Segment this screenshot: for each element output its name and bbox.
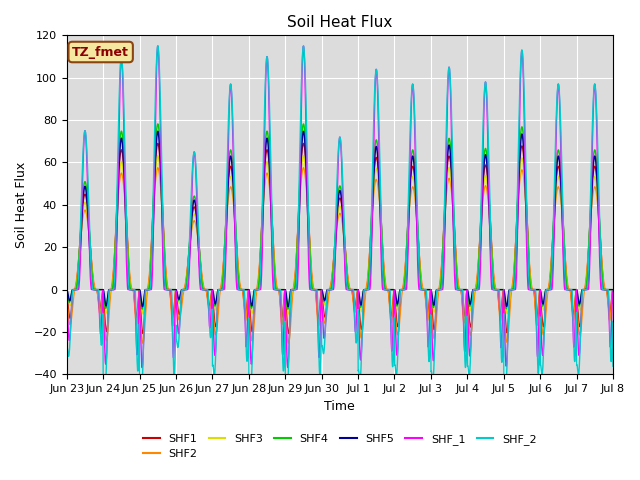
SHF4 <box>63 288 70 294</box>
SHF2 <box>139 340 147 346</box>
SHF1 <box>577 323 584 328</box>
SHF_1 <box>63 297 70 303</box>
SHF2 <box>216 293 223 299</box>
SHF_1 <box>499 300 507 306</box>
SHF_1 <box>154 43 162 49</box>
SHF1 <box>154 141 162 146</box>
Legend: SHF1, SHF2, SHF3, SHF4, SHF5, SHF_1, SHF_2: SHF1, SHF2, SHF3, SHF4, SHF5, SHF_1, SHF… <box>138 429 541 464</box>
Line: SHF1: SHF1 <box>67 144 613 334</box>
SHF5 <box>561 279 569 285</box>
SHF3 <box>609 287 617 293</box>
SHF3 <box>499 287 507 292</box>
SHF_1 <box>138 365 146 371</box>
SHF_2 <box>577 337 584 343</box>
SHF4 <box>154 121 162 127</box>
SHF1 <box>499 290 507 296</box>
SHF3 <box>154 153 162 158</box>
SHF_2 <box>138 389 145 395</box>
SHF1 <box>609 292 617 298</box>
SHF_2 <box>609 363 617 369</box>
SHF2 <box>154 165 162 171</box>
SHF_1 <box>216 287 223 292</box>
SHF2 <box>609 300 617 305</box>
SHF_2 <box>356 379 364 385</box>
SHF1 <box>216 288 223 294</box>
SHF5 <box>284 304 292 310</box>
Line: SHF3: SHF3 <box>67 156 613 314</box>
SHF5 <box>499 287 507 292</box>
SHF_2 <box>216 287 223 292</box>
Line: SHF4: SHF4 <box>67 124 613 309</box>
SHF2 <box>63 297 70 302</box>
SHF5 <box>368 227 376 232</box>
SHF1 <box>368 207 376 213</box>
SHF_1 <box>609 300 617 306</box>
SHF3 <box>356 300 364 306</box>
SHF_2 <box>499 340 507 346</box>
Text: TZ_fmet: TZ_fmet <box>72 46 129 59</box>
SHF_2 <box>63 346 70 352</box>
SHF5 <box>577 298 584 304</box>
SHF_2 <box>368 194 376 200</box>
SHF2 <box>368 215 376 221</box>
Y-axis label: Soil Heat Flux: Soil Heat Flux <box>15 162 28 248</box>
SHF4 <box>577 298 584 304</box>
SHF2 <box>356 327 364 333</box>
SHF4 <box>356 303 364 309</box>
SHF_1 <box>356 352 364 358</box>
Line: SHF_1: SHF_1 <box>67 46 613 368</box>
SHF5 <box>609 287 617 292</box>
SHF4 <box>368 204 376 210</box>
SHF3 <box>577 307 584 313</box>
SHF3 <box>285 311 292 317</box>
Line: SHF2: SHF2 <box>67 168 613 343</box>
SHF4 <box>216 287 223 292</box>
SHF1 <box>139 331 147 336</box>
SHF5 <box>216 287 223 292</box>
SHF3 <box>561 262 569 268</box>
SHF3 <box>216 288 223 294</box>
SHF_2 <box>154 43 162 49</box>
SHF_1 <box>368 233 376 239</box>
SHF4 <box>609 288 617 294</box>
SHF1 <box>63 291 70 297</box>
SHF2 <box>577 331 584 336</box>
SHF4 <box>499 287 507 292</box>
X-axis label: Time: Time <box>324 400 355 413</box>
SHF4 <box>561 261 569 267</box>
Title: Soil Heat Flux: Soil Heat Flux <box>287 15 392 30</box>
SHF_2 <box>561 276 569 281</box>
SHF5 <box>356 298 364 304</box>
SHF2 <box>561 255 569 261</box>
SHF3 <box>368 216 376 222</box>
SHF1 <box>561 256 569 262</box>
SHF5 <box>154 128 162 134</box>
Line: SHF_2: SHF_2 <box>67 46 613 392</box>
SHF2 <box>499 291 507 297</box>
Line: SHF5: SHF5 <box>67 131 613 307</box>
SHF3 <box>63 287 70 293</box>
SHF5 <box>63 287 70 292</box>
SHF1 <box>356 318 364 324</box>
SHF4 <box>138 306 146 312</box>
SHF_1 <box>561 287 569 292</box>
SHF_1 <box>577 336 584 341</box>
